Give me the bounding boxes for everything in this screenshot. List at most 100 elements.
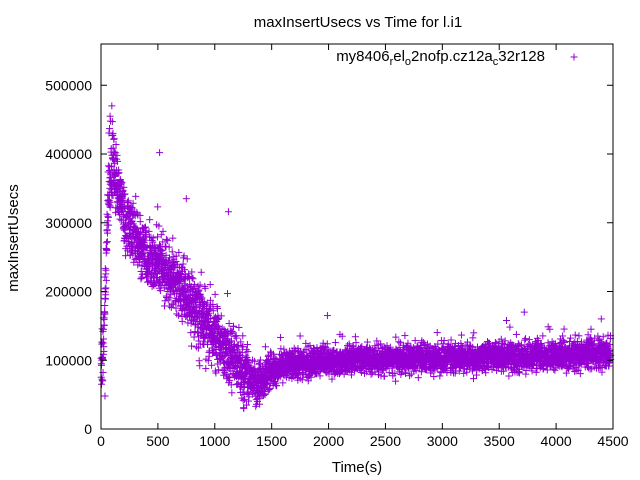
data-point xyxy=(143,274,151,282)
data-point xyxy=(110,156,118,164)
x-tick-label: 500 xyxy=(146,433,170,449)
data-points xyxy=(97,102,615,412)
data-point xyxy=(128,217,136,225)
y-tick-label: 100000 xyxy=(45,352,92,368)
data-point xyxy=(173,310,181,318)
data-point xyxy=(179,304,187,312)
data-point xyxy=(157,231,165,239)
data-point xyxy=(190,280,198,288)
data-point xyxy=(101,302,109,309)
x-tick-label: 0 xyxy=(97,433,105,449)
data-point xyxy=(137,275,145,283)
data-point xyxy=(155,241,163,249)
data-point xyxy=(106,203,114,211)
data-point xyxy=(101,273,109,281)
data-point xyxy=(124,197,132,205)
data-point xyxy=(165,243,173,251)
data-point xyxy=(115,169,123,177)
data-point xyxy=(141,249,149,257)
data-point xyxy=(155,222,163,230)
data-point xyxy=(195,357,203,365)
data-point xyxy=(159,238,167,246)
data-point xyxy=(194,344,202,352)
y-axis-label: maxInsertUsecs xyxy=(5,184,22,292)
data-point xyxy=(181,266,189,274)
x-tick-label: 2500 xyxy=(370,433,401,449)
data-point xyxy=(113,157,121,165)
data-point xyxy=(112,141,120,149)
x-tick-label: 3500 xyxy=(484,433,515,449)
x-tick-label: 4500 xyxy=(597,433,628,449)
x-tick-label: 2000 xyxy=(313,433,344,449)
data-point xyxy=(201,284,209,292)
data-point xyxy=(196,281,204,289)
data-point xyxy=(133,210,141,218)
data-point xyxy=(111,171,119,179)
data-point xyxy=(144,268,152,276)
data-point xyxy=(100,321,108,329)
data-point xyxy=(109,144,117,152)
data-point xyxy=(121,190,129,198)
data-point xyxy=(149,234,157,242)
data-point xyxy=(118,179,126,187)
data-point xyxy=(103,246,111,254)
data-point xyxy=(179,260,187,268)
legend-label-part: my8406 xyxy=(336,48,389,65)
data-point xyxy=(175,248,183,256)
x-tick-label: 3000 xyxy=(427,433,458,449)
y-tick-label: 0 xyxy=(84,421,92,437)
data-point xyxy=(123,213,131,221)
data-point xyxy=(188,342,196,350)
data-point xyxy=(99,377,107,385)
data-point xyxy=(117,177,125,185)
data-point xyxy=(188,286,196,294)
data-point xyxy=(145,278,153,286)
data-point xyxy=(152,269,160,277)
data-point xyxy=(209,307,217,315)
data-point xyxy=(144,278,152,286)
data-point xyxy=(197,268,205,276)
data-point xyxy=(154,203,162,211)
data-point xyxy=(102,266,110,274)
x-tick-label: 1000 xyxy=(199,433,230,449)
legend-label-part: el xyxy=(393,48,405,65)
data-point xyxy=(180,252,188,260)
data-point xyxy=(100,347,108,355)
data-point xyxy=(195,337,203,345)
data-point xyxy=(196,362,204,370)
data-point xyxy=(136,211,144,219)
data-point xyxy=(164,237,172,245)
data-point xyxy=(102,239,110,247)
data-point xyxy=(103,229,111,237)
data-point xyxy=(119,186,127,194)
data-point xyxy=(116,215,124,223)
data-point xyxy=(98,338,106,346)
data-point xyxy=(202,365,210,373)
data-point xyxy=(102,291,110,299)
data-point xyxy=(187,329,195,337)
data-point xyxy=(120,183,128,191)
data-point xyxy=(165,254,173,262)
data-point xyxy=(104,213,112,221)
x-tick-label: 1500 xyxy=(256,433,287,449)
data-point xyxy=(208,361,216,369)
data-point xyxy=(135,258,143,266)
data-point xyxy=(172,304,180,312)
chart-title: maxInsertUsecs vs Time for l.i1 xyxy=(254,14,462,31)
data-point xyxy=(106,174,114,182)
data-point xyxy=(113,151,121,159)
legend-label-part: 32r128 xyxy=(498,48,545,65)
data-point xyxy=(188,274,196,282)
data-point xyxy=(214,305,222,313)
data-point xyxy=(146,216,154,224)
data-point xyxy=(206,281,214,289)
data-point xyxy=(132,192,140,200)
x-axis-label: Time(s) xyxy=(332,459,382,476)
data-point xyxy=(108,118,116,126)
y-tick-label: 300000 xyxy=(45,215,92,231)
data-point xyxy=(118,216,126,224)
data-point xyxy=(195,286,203,294)
data-point xyxy=(211,290,219,298)
data-point xyxy=(136,218,144,226)
